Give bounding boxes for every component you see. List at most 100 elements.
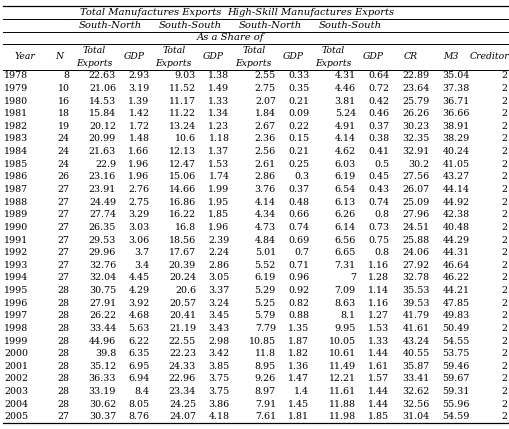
Text: 55.96: 55.96 [442,400,470,409]
Text: 1.82: 1.82 [289,349,309,358]
Text: 32.04: 32.04 [89,273,116,282]
Text: 1987: 1987 [4,185,28,194]
Text: 32.35: 32.35 [402,135,430,143]
Text: 32.78: 32.78 [403,273,430,282]
Text: 28: 28 [58,349,70,358]
Text: 1.57: 1.57 [368,375,389,384]
Text: 42.38: 42.38 [443,210,470,219]
Text: 1.33: 1.33 [368,336,389,345]
Text: 9.03: 9.03 [175,71,196,80]
Text: 3.81: 3.81 [335,97,356,106]
Text: 1.14: 1.14 [369,286,389,295]
Text: 0.25: 0.25 [288,160,309,169]
Text: 1.81: 1.81 [289,412,309,421]
Text: 6.54: 6.54 [334,185,356,194]
Text: 0.21: 0.21 [289,97,309,106]
Text: 0.74: 0.74 [369,198,389,207]
Text: 39.8: 39.8 [95,349,116,358]
Text: 1.53: 1.53 [368,324,389,333]
Text: Creditor: Creditor [470,52,509,61]
Text: 10.6: 10.6 [175,135,196,143]
Text: 1.42: 1.42 [129,109,150,118]
Text: 22.55: 22.55 [169,336,196,345]
Text: 50.49: 50.49 [442,324,470,333]
Text: 1.16: 1.16 [368,299,389,308]
Text: 0.37: 0.37 [368,122,389,131]
Text: 2003: 2003 [4,387,28,396]
Text: 4.45: 4.45 [128,273,150,282]
Text: 17.67: 17.67 [169,248,196,257]
Text: 1981: 1981 [4,109,28,118]
Text: 4.84: 4.84 [255,236,276,245]
Text: 28: 28 [58,299,70,308]
Text: 2005: 2005 [4,412,28,421]
Text: 1.44: 1.44 [369,387,389,396]
Text: 28: 28 [58,286,70,295]
Text: 2001: 2001 [4,362,28,371]
Text: 2.75: 2.75 [255,84,276,93]
Text: 6.95: 6.95 [128,362,150,371]
Text: 29.96: 29.96 [89,248,116,257]
Text: 28: 28 [58,324,70,333]
Text: 0.8: 0.8 [374,210,389,219]
Text: 3.85: 3.85 [208,362,230,371]
Text: 27: 27 [58,248,70,257]
Text: 1.95: 1.95 [208,198,230,207]
Text: 2: 2 [501,412,507,421]
Text: 10: 10 [58,84,70,93]
Text: 1995: 1995 [4,286,29,295]
Text: 1992: 1992 [4,248,29,257]
Text: 2: 2 [501,261,507,270]
Text: 22.23: 22.23 [169,349,196,358]
Text: Exports: Exports [316,59,352,68]
Text: 0.75: 0.75 [368,236,389,245]
Text: 1.4: 1.4 [294,387,309,396]
Text: 41.05: 41.05 [443,160,470,169]
Text: 44.29: 44.29 [443,236,470,245]
Text: 1.38: 1.38 [208,71,230,80]
Text: 2: 2 [501,223,507,232]
Text: 1.96: 1.96 [128,172,150,181]
Text: 2: 2 [501,109,507,118]
Text: 1.85: 1.85 [368,412,389,421]
Text: 2: 2 [501,311,507,320]
Text: 5.29: 5.29 [254,286,276,295]
Text: 4.73: 4.73 [255,223,276,232]
Text: 3.37: 3.37 [208,286,230,295]
Text: 6.65: 6.65 [334,248,356,257]
Text: 8.76: 8.76 [128,412,150,421]
Text: Year: Year [14,52,35,61]
Text: 43.24: 43.24 [403,336,430,345]
Text: 1997: 1997 [4,311,29,320]
Text: 0.69: 0.69 [288,236,309,245]
Text: 40.48: 40.48 [443,223,470,232]
Text: Exports: Exports [76,59,112,68]
Text: 54.55: 54.55 [442,336,470,345]
Text: 1983: 1983 [4,135,29,143]
Text: 1986: 1986 [4,172,29,181]
Text: 0.88: 0.88 [289,311,309,320]
Text: 27: 27 [58,236,70,245]
Text: 4.14: 4.14 [255,198,276,207]
Text: 11.49: 11.49 [329,362,356,371]
Text: 3.24: 3.24 [208,299,230,308]
Text: 24.51: 24.51 [403,223,430,232]
Text: 2.39: 2.39 [208,236,230,245]
Text: N: N [55,52,63,61]
Text: 1.35: 1.35 [288,324,309,333]
Text: 26.22: 26.22 [89,311,116,320]
Text: 1.16: 1.16 [368,261,389,270]
Text: 8.97: 8.97 [255,387,276,396]
Text: 1978: 1978 [4,71,28,80]
Text: 1.44: 1.44 [369,349,389,358]
Text: 11.88: 11.88 [329,400,356,409]
Text: 2: 2 [501,286,507,295]
Text: 32.91: 32.91 [402,147,430,156]
Text: 41.61: 41.61 [403,324,430,333]
Text: 27: 27 [58,223,70,232]
Text: Total: Total [82,46,105,55]
Text: 41.79: 41.79 [403,311,430,320]
Text: 2: 2 [501,273,507,282]
Text: 2: 2 [501,299,507,308]
Text: 59.67: 59.67 [442,375,470,384]
